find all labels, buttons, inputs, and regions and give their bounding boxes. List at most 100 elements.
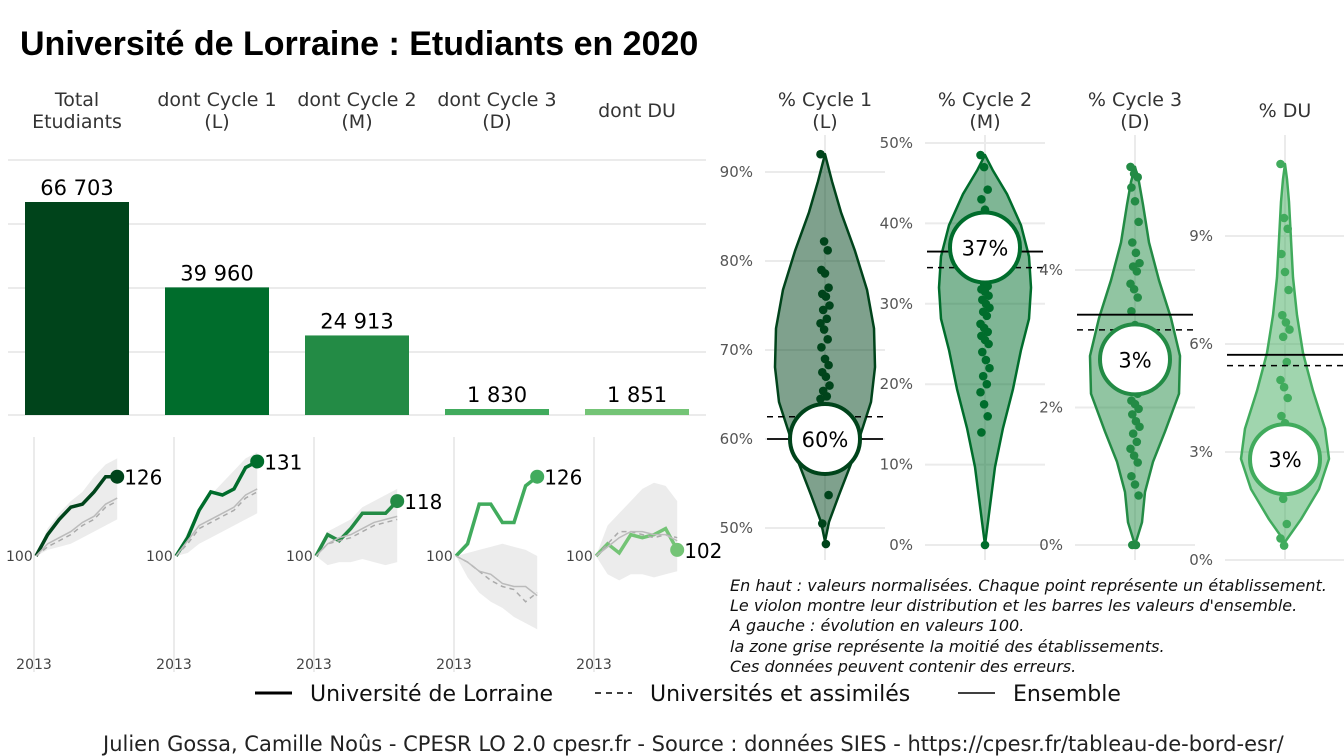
- violin-point: [982, 311, 992, 321]
- violin-tick-label: 0%: [889, 536, 913, 554]
- legend: Université de Lorraine Universités et as…: [255, 682, 1121, 707]
- evo-band: [316, 488, 398, 566]
- evo-end-label: 118: [404, 490, 442, 514]
- legend-item-universite: Université de Lorraine: [310, 682, 553, 707]
- violin-tick-label: 50%: [880, 134, 913, 152]
- violin-point: [1132, 437, 1142, 447]
- violin-point: [816, 394, 825, 404]
- violin-point: [1128, 410, 1137, 419]
- violin-point: [1279, 213, 1289, 223]
- violin-point: [820, 269, 830, 278]
- violin-point: [1134, 491, 1143, 500]
- evo-end-point: [670, 542, 685, 557]
- violin-header: % Cycle 3: [1088, 89, 1182, 111]
- violin-point: [1277, 411, 1286, 421]
- evo-end-label: 126: [124, 466, 162, 490]
- violin-highlight-label: 37%: [962, 237, 1009, 261]
- violin-point: [1276, 534, 1285, 543]
- violin-highlight-label: 3%: [1118, 348, 1151, 372]
- violin-point: [822, 314, 832, 324]
- violin-point: [978, 347, 987, 357]
- violin-point: [1281, 318, 1291, 327]
- evo-end-label: 126: [544, 466, 582, 490]
- violin-header: % Cycle 2: [938, 89, 1032, 111]
- violin-tick-label: 2%: [1039, 399, 1063, 417]
- violin-point: [1282, 519, 1292, 529]
- evo-line-universites-assimiles: [595, 530, 678, 557]
- violin-point: [1283, 393, 1292, 403]
- caption: Julien Gossa, Camille Noûs - CPESR LO 2.…: [101, 732, 1285, 756]
- violin-point: [1276, 375, 1285, 385]
- evo-year-label: 2013: [436, 657, 472, 673]
- evo-end-point: [390, 494, 405, 509]
- violin-point: [979, 400, 989, 409]
- violin-point: [1133, 458, 1142, 467]
- violin-point: [817, 343, 826, 352]
- violin-point: [978, 371, 988, 381]
- violin-point: [1279, 382, 1289, 392]
- evo-band: [456, 543, 538, 630]
- violin-point: [1278, 310, 1287, 320]
- violin-tick-label: 6%: [1189, 335, 1213, 353]
- violin-point: [980, 540, 990, 550]
- evo-line-universite: [174, 459, 259, 557]
- violin-point: [985, 303, 994, 313]
- violin-tick-label: 30%: [880, 295, 913, 313]
- evo-year-label: 2013: [156, 657, 192, 673]
- note-line: la zone grise représente la moitié des é…: [730, 637, 1165, 656]
- violin-point: [981, 355, 991, 365]
- bar: [445, 409, 549, 415]
- evo-base-label: 100: [286, 549, 313, 565]
- violin-point: [1285, 325, 1294, 334]
- violin-point: [1126, 444, 1135, 454]
- evo-end-label: 102: [684, 539, 722, 563]
- evolution-layer: 2013 100 126 2013 100 131 2013 100 118 2013 100 126…: [6, 437, 722, 673]
- violin-point: [1280, 267, 1290, 277]
- violin-point: [982, 379, 992, 389]
- violin-point: [1130, 480, 1140, 489]
- violin-point: [816, 149, 825, 159]
- bar: [25, 202, 129, 415]
- violin-point: [1129, 284, 1139, 294]
- note-line: Ces données peuvent contenir des erreurs…: [730, 657, 1076, 676]
- violin-point: [823, 335, 832, 344]
- bar-value-label: 24 913: [320, 309, 393, 333]
- violin-highlight-circle: [948, 210, 1022, 285]
- violin-point: [1134, 404, 1143, 414]
- evo-year-label: 2013: [576, 657, 612, 673]
- violin-tick-label: 9%: [1189, 227, 1213, 245]
- violin-point: [824, 283, 833, 293]
- violin-point: [977, 194, 986, 204]
- violin-header: (M): [969, 111, 1000, 133]
- violin-tick-label: 90%: [720, 163, 753, 181]
- violin-point: [1126, 162, 1135, 172]
- bar-value-label: 66 703: [40, 176, 113, 200]
- violin-point: [821, 372, 831, 382]
- evo-year-label: 2013: [16, 657, 52, 673]
- violin-tick-label: 20%: [880, 375, 913, 393]
- violin-tick-label: 80%: [720, 252, 753, 270]
- evo-year-label: 2013: [296, 657, 332, 673]
- bar-header: (M): [341, 111, 372, 133]
- violin-header: (D): [1120, 111, 1149, 133]
- violin-tick-label: 40%: [880, 214, 913, 232]
- violin-point: [1278, 332, 1288, 342]
- violin-point: [1131, 248, 1141, 258]
- violin-point: [1127, 471, 1136, 481]
- violin-point: [983, 185, 992, 194]
- evo-line-universites-assimiles: [455, 555, 538, 603]
- evo-end-label: 131: [264, 450, 302, 474]
- violin-tick-label: 10%: [880, 456, 913, 474]
- bar-header: dont Cycle 1: [157, 89, 276, 111]
- violin-point: [820, 354, 830, 364]
- bar-header: dont Cycle 3: [437, 89, 556, 111]
- violin-point: [976, 387, 985, 397]
- bar-header: Total: [54, 89, 99, 111]
- violin-highlight-label: 60%: [802, 428, 849, 452]
- evo-end-point: [530, 469, 545, 484]
- violin-point: [1133, 172, 1142, 182]
- violin-header: % DU: [1259, 100, 1312, 122]
- violin-tick-label: 0%: [1189, 551, 1213, 569]
- violin-point: [825, 381, 834, 390]
